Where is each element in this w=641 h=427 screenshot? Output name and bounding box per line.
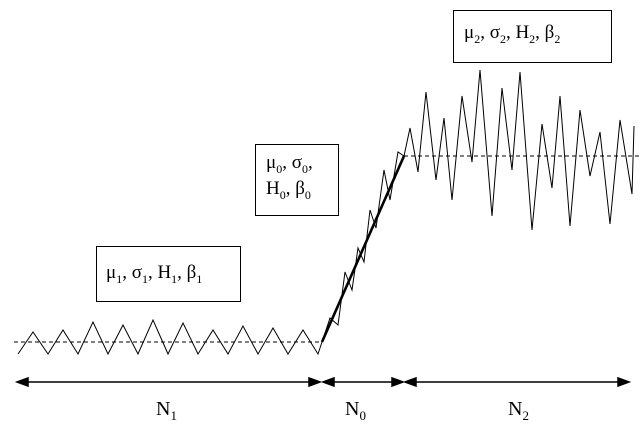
segment-arrow-n0: [320, 376, 406, 388]
regime-1-params-box: μ1, σ1, H1, β1: [96, 246, 241, 302]
regime-1-signal: [17, 318, 323, 356]
transition-trend-line: [320, 155, 406, 343]
regime-2-params-box: μ2, σ2, H2, β2: [453, 10, 612, 63]
segment-arrow-n2: [402, 376, 632, 388]
transition-params-box: μ0, σ0, H0, β0: [255, 144, 339, 216]
regime-2-signal: [403, 69, 635, 231]
segment-arrow-n1: [14, 376, 323, 388]
transition-signal: [321, 151, 405, 343]
segment-label-n2: N2: [508, 398, 529, 423]
segment-label-n0: N0: [345, 398, 366, 423]
segment-label-n1: N1: [156, 398, 177, 423]
